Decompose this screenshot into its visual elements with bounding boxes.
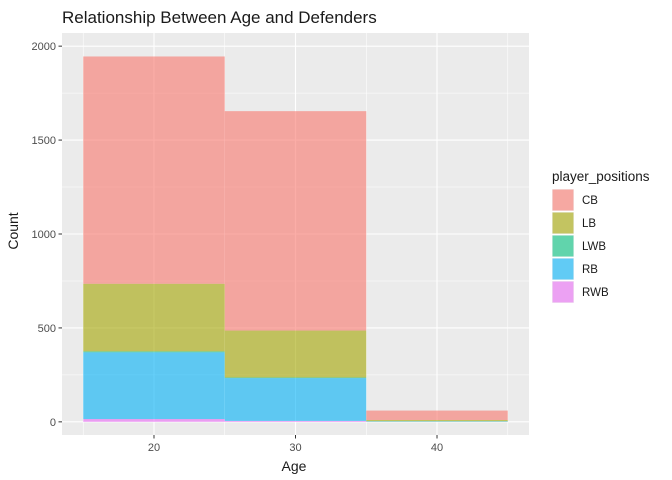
bar-lb-bin-2 [224, 330, 367, 378]
legend-label-lwb: LWB [582, 241, 606, 253]
bars [83, 56, 508, 422]
x-tick-label: 20 [148, 442, 160, 454]
x-tick-label: 40 [431, 442, 443, 454]
legend-label-rwb: RWB [582, 287, 609, 299]
x-tick-label: 30 [289, 442, 301, 454]
bar-rwb-bin-1 [83, 419, 225, 422]
legend-label-cb: CB [582, 195, 598, 207]
bar-rb-bin-1 [83, 352, 225, 420]
bar-cb-bin-2 [224, 111, 367, 331]
y-tick-label: 1000 [32, 229, 56, 241]
bar-lwb-bin-1 [83, 351, 225, 353]
legend-label-rb: RB [582, 264, 598, 276]
legend-label-lb: LB [582, 218, 596, 230]
x-axis-ticks: 20 30 40 [148, 435, 443, 454]
legend-swatch-cb [552, 189, 574, 211]
legend-swatch-rb [552, 258, 574, 280]
bar-cb-bin-3 [366, 410, 508, 420]
bar-rb-bin-3 [366, 421, 508, 422]
legend: player_positions CB LB LWB RB RWB [552, 169, 650, 303]
bar-rb-bin-2 [224, 378, 367, 421]
legend-swatch-lwb [552, 235, 574, 257]
legend-title: player_positions [552, 169, 650, 184]
bar-lwb-bin-2 [224, 377, 367, 379]
y-axis-title: Count [5, 212, 21, 249]
bar-cb-bin-1 [83, 56, 225, 284]
y-tick-label: 500 [38, 323, 56, 335]
x-axis-title: Age [282, 458, 307, 474]
legend-items: CB LB LWB RB RWB [552, 189, 609, 303]
bar-lb-bin-1 [83, 283, 225, 352]
y-tick-label: 0 [50, 417, 56, 429]
y-tick-label: 1500 [32, 135, 56, 147]
bar-rwb-bin-2 [224, 420, 367, 422]
chart-title: Relationship Between Age and Defenders [62, 8, 377, 27]
bar-lb-bin-3 [366, 419, 508, 422]
y-tick-label: 2000 [32, 41, 56, 53]
legend-swatch-rwb [552, 281, 574, 303]
legend-swatch-lb [552, 212, 574, 234]
y-axis-ticks: 0 500 1000 1500 2000 [32, 41, 62, 429]
